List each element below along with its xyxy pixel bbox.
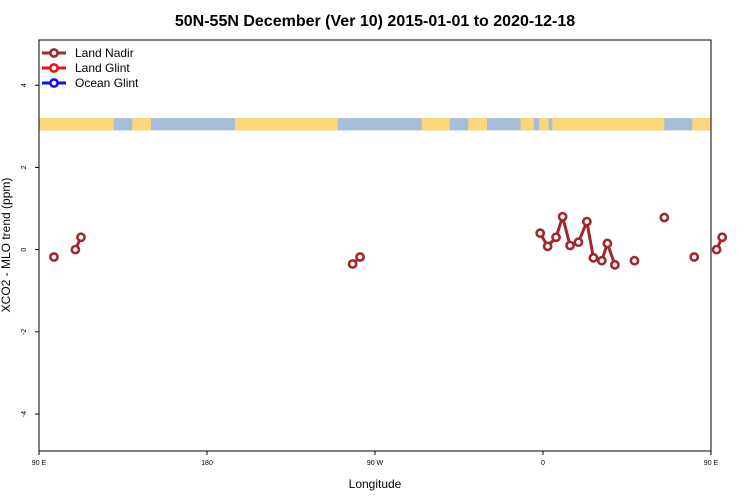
y-tick-label: 4: [21, 83, 28, 87]
legend-label: Ocean Glint: [75, 76, 139, 90]
data-point: [711, 244, 722, 255]
x-tick-label: 0: [541, 460, 545, 467]
data-point: [535, 228, 546, 239]
x-tick-label: 180: [201, 460, 213, 467]
y-tick-label: -2: [21, 329, 28, 335]
x-axis: 90 E 180 90 W 0 90 E: [32, 451, 719, 467]
land-span-4: [468, 118, 487, 131]
y-axis: -4 -2 0 2 4: [21, 83, 39, 417]
legend-label: Land Glint: [75, 61, 130, 75]
data-point: [573, 237, 584, 248]
data-point: [542, 241, 553, 252]
y-tick-label: 0: [21, 248, 28, 252]
land-span-5: [520, 118, 534, 131]
data-point: [596, 255, 607, 266]
data-point: [551, 232, 561, 243]
land-span-1: [132, 118, 151, 131]
land-span-8: [692, 118, 711, 131]
land-span-2: [235, 118, 338, 131]
data-point: [717, 232, 728, 243]
data-point: [76, 232, 86, 243]
x-tick-label: 90 E: [704, 460, 719, 467]
data-point: [355, 252, 365, 262]
data-point: [629, 255, 640, 266]
y-tick-label: 2: [21, 165, 28, 169]
land-mask-band: [39, 118, 711, 131]
legend-label: Land Nadir: [75, 46, 134, 60]
data-point: [659, 212, 670, 223]
land-span-3: [421, 118, 450, 131]
data-point: [49, 252, 59, 262]
data-point: [689, 252, 700, 262]
data-point: [602, 238, 613, 249]
land-span-7: [552, 118, 665, 131]
data-point: [609, 259, 620, 270]
x-tick-label: 90 E: [32, 460, 47, 467]
data-point: [70, 244, 81, 255]
y-tick-label: -4: [21, 411, 28, 417]
data-point: [557, 211, 568, 222]
legend-marker: [49, 48, 59, 58]
x-tick-label: 90 W: [367, 460, 384, 467]
data-point: [588, 252, 599, 263]
legend-marker: [49, 78, 59, 88]
series-layer: [49, 211, 728, 270]
land-span-0: [39, 118, 114, 131]
data-point: [347, 259, 358, 269]
legend-marker: [49, 63, 59, 73]
land-span-6: [539, 118, 549, 131]
x-axis-label: Longitude: [349, 477, 402, 491]
data-point: [581, 216, 592, 227]
y-axis-label: XCO2 - MLO trend (ppm): [0, 178, 13, 313]
data-point: [565, 240, 575, 251]
chart-title: 50N-55N December (Ver 10) 2015-01-01 to …: [175, 13, 575, 30]
